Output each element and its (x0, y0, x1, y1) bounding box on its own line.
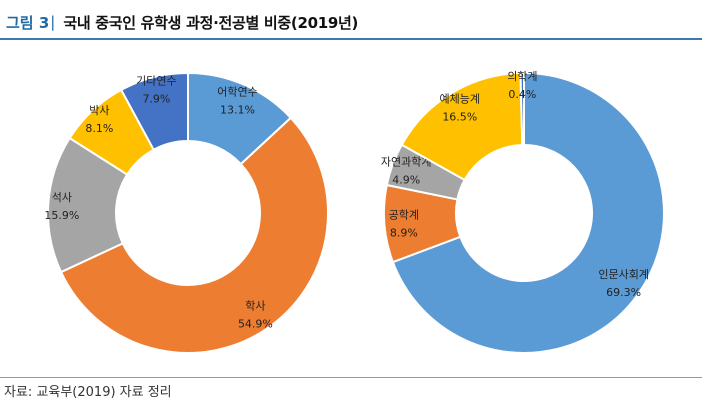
slice-other-value: 7.9% (142, 93, 170, 106)
donut-charts: 어학연수 13.1% 학사 54.9% 석사 15.9% 박사 8.1% 기타연수 7.9% 인문사… (44, 70, 665, 354)
header-rule (0, 38, 702, 40)
slice-master-label: 석사 (52, 191, 72, 204)
source-note: 자료: 교육부(2019) 자료 정리 (4, 385, 172, 400)
slice-language-value: 13.1% (220, 104, 255, 117)
slice-master-value: 15.9% (44, 209, 79, 222)
slice-doctor-value: 8.1% (85, 122, 113, 135)
slice-language-label: 어학연수 (217, 86, 257, 99)
figure-header: 그림 3 | 국내 중국인 유학생 과정·전공별 비중(2019년) (6, 10, 358, 34)
slice-bachelor (59, 116, 329, 354)
slice-bachelor-value: 54.9% (238, 317, 273, 330)
slice-doctor-label: 박사 (89, 104, 109, 117)
slice-other-label: 기타연수 (136, 75, 176, 88)
slice-arts-value: 16.5% (442, 111, 477, 124)
figure-title: 국내 중국인 유학생 과정·전공별 비중(2019년) (63, 13, 359, 32)
slice-medicine-label: 의학계 (507, 70, 537, 83)
slice-engineering-label: 공학계 (389, 208, 419, 221)
slice-other (119, 71, 189, 152)
figure-separator: | (50, 13, 56, 31)
slice-humanities-label: 인문사회계 (598, 268, 649, 281)
slice-bachelor-label: 학사 (245, 299, 265, 312)
slice-science-label: 자연과학계 (381, 155, 432, 168)
slice-medicine-value: 0.4% (508, 88, 536, 101)
slice-engineering-value: 8.9% (390, 226, 418, 239)
figure-number: 그림 3 (6, 13, 50, 32)
slice-science-value: 4.9% (392, 173, 420, 186)
slice-humanities (391, 71, 665, 354)
slice-arts-label: 예체능계 (440, 93, 480, 106)
footer-rule (0, 377, 702, 378)
slice-medicine (519, 71, 525, 147)
slice-humanities-value: 69.3% (606, 286, 641, 299)
